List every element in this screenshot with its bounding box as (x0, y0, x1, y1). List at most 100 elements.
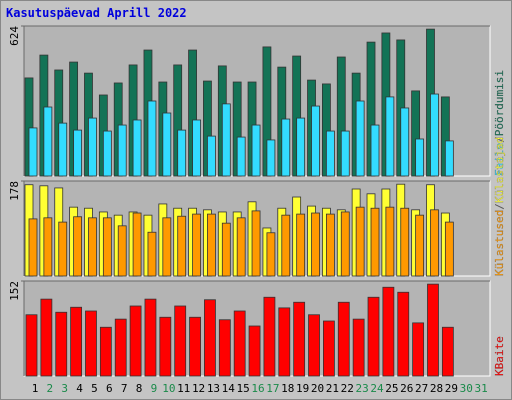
bar (102, 130, 112, 177)
bar (192, 119, 201, 177)
x-tick-label: 25 (385, 382, 398, 395)
x-tick-label: 18 (281, 382, 294, 395)
bar (355, 100, 365, 177)
bar (221, 222, 231, 277)
y-tick-label: 152 (8, 281, 21, 301)
bar (43, 217, 53, 277)
bar (236, 136, 246, 177)
bar (207, 135, 216, 177)
bar (427, 283, 439, 377)
bar (88, 117, 97, 177)
bar (218, 319, 231, 377)
bar (415, 214, 425, 277)
bar (263, 296, 276, 377)
bar (147, 100, 157, 177)
x-tick-label: 8 (136, 382, 143, 395)
x-tick-label: 5 (91, 382, 98, 395)
bar (58, 221, 68, 277)
x-tick-label: 2 (47, 382, 54, 395)
bar (28, 127, 38, 177)
bar (70, 306, 83, 377)
legend-separator: / (493, 136, 506, 143)
x-tick-label: 17 (266, 382, 279, 395)
bar (266, 232, 276, 277)
bar (248, 325, 261, 377)
bar (322, 320, 335, 377)
x-tick-label: 22 (341, 382, 354, 395)
x-tick-label: 15 (237, 382, 250, 395)
bar (102, 217, 112, 277)
chart-title: Kasutuspäevad Aprill 2022 (6, 6, 187, 20)
bar (367, 296, 380, 377)
x-tick-label: 11 (177, 382, 190, 395)
bar (192, 213, 201, 277)
x-tick-label: 31 (474, 382, 487, 395)
bar (415, 138, 425, 177)
bar (132, 119, 142, 177)
bar (397, 291, 410, 377)
bar (88, 217, 97, 277)
bar (236, 217, 246, 277)
bar (325, 213, 335, 277)
legend-entry: Külastajad (493, 137, 506, 203)
legend-entry: Külastused (493, 210, 506, 276)
x-tick-label: 30 (460, 382, 473, 395)
bar (340, 130, 350, 177)
bar (85, 310, 97, 377)
x-tick-label: 7 (121, 382, 128, 395)
x-tick-label: 14 (222, 382, 236, 395)
bar (400, 107, 410, 177)
bar (55, 311, 68, 377)
bar (325, 130, 335, 177)
bar (73, 216, 83, 277)
bar (385, 206, 395, 277)
bar (385, 96, 395, 177)
bar (311, 212, 320, 277)
bar (251, 124, 261, 177)
y-tick-label: 178 (8, 181, 21, 201)
bar (370, 207, 380, 277)
bar (174, 305, 187, 377)
bar (25, 314, 38, 377)
bar (355, 206, 365, 277)
bar (43, 106, 53, 177)
legend-entry: KBaite (493, 336, 506, 376)
bar (207, 213, 216, 277)
x-tick-label: 9 (151, 382, 158, 395)
bar (266, 139, 276, 177)
x-tick-label: 10 (162, 382, 175, 395)
legend: Külastused /Külastajad (493, 137, 506, 276)
bar (296, 117, 306, 177)
x-tick-label: 21 (326, 382, 339, 395)
bar (352, 318, 365, 377)
bar (114, 318, 127, 377)
bar (251, 210, 261, 277)
bar (340, 211, 350, 277)
bar (189, 316, 201, 377)
bar (147, 231, 157, 277)
bar (281, 118, 291, 177)
x-tick-label: 26 (400, 382, 413, 395)
bar (441, 326, 454, 377)
x-tick-label: 20 (311, 382, 324, 395)
bar (177, 129, 187, 177)
bar (117, 124, 127, 177)
bar (159, 316, 172, 377)
bar (40, 298, 53, 377)
bar (99, 326, 112, 377)
bar (400, 207, 410, 277)
bar (311, 105, 320, 177)
legend: KBaite (493, 336, 506, 376)
legend: Faile/Pöördumisi (493, 70, 506, 176)
bar (444, 140, 454, 177)
x-tick-label: 27 (415, 382, 428, 395)
bar (296, 213, 306, 277)
bar (337, 301, 350, 377)
bar (293, 301, 306, 377)
x-tick-label: 16 (251, 382, 264, 395)
x-tick-label: 1 (32, 382, 39, 395)
bar (129, 305, 142, 377)
x-tick-label: 24 (370, 382, 384, 395)
bar (221, 103, 231, 177)
bar (233, 310, 246, 377)
